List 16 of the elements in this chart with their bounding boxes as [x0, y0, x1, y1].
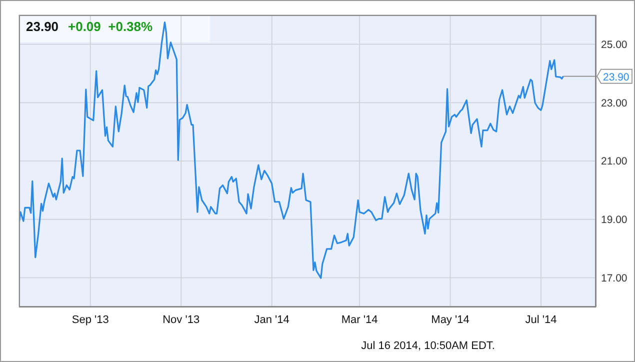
x-tick-label: Nov '13: [162, 314, 200, 326]
annotation: 23.90: [603, 71, 630, 84]
x-tick-label: Sep '13: [72, 314, 109, 326]
x-tick-label: May '14: [431, 314, 470, 326]
chart-subtitle: +0.09 +0.38%: [68, 19, 153, 34]
y-tick-label: 25.00: [601, 38, 628, 51]
text: Jul 16 2014, 10:50AM EDT.: [361, 340, 495, 352]
chart-title: 23.90: [26, 19, 59, 34]
y-tick-label: 17.00: [601, 272, 628, 285]
x-tick-label: Jul '14: [525, 314, 557, 326]
y-tick-label: 19.00: [601, 214, 628, 226]
line-series: [19, 22, 564, 279]
y-tick-label: 21.00: [601, 156, 628, 168]
y-tick-label: 23.00: [601, 97, 628, 110]
x-tick-label: Jan '14: [254, 314, 290, 326]
x-tick-label: Mar '14: [341, 314, 378, 326]
